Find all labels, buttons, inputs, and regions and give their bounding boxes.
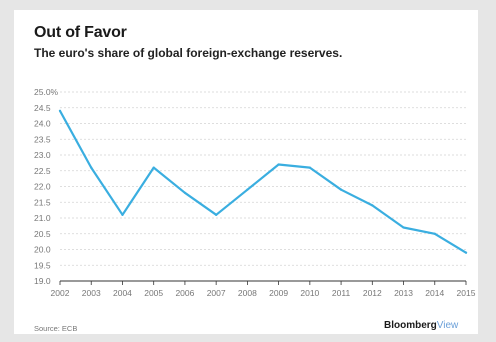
y-tick-label: 25.0% <box>34 87 59 97</box>
x-tick-label: 2015 <box>457 288 476 298</box>
data-point <box>277 163 280 166</box>
x-tick-label: 2006 <box>175 288 194 298</box>
y-tick-label: 24.0 <box>34 119 51 129</box>
data-point <box>402 226 405 229</box>
x-tick-label: 2007 <box>207 288 226 298</box>
y-tick-label: 23.0 <box>34 150 51 160</box>
brand-part1: Bloomberg <box>384 320 437 331</box>
y-tick-label: 21.0 <box>34 213 51 223</box>
x-tick-label: 2002 <box>51 288 70 298</box>
data-point <box>58 109 62 112</box>
data-point <box>152 166 155 169</box>
line-chart: 19.0 19.5 20.0 20.5 21.0 21.5 22.0 22.5 23.0 23.5… <box>34 87 476 298</box>
y-tick-label: 19.0 <box>34 276 51 286</box>
x-tick-label: 2004 <box>113 288 132 298</box>
x-tick-label: 2009 <box>269 288 288 298</box>
y-tick-label: 22.5 <box>34 166 51 176</box>
y-tick-label: 19.5 <box>34 260 51 270</box>
x-tick-label: 2010 <box>300 288 319 298</box>
y-tick-label: 21.5 <box>34 197 51 207</box>
source-note: Source: ECB <box>34 324 78 333</box>
chart-card: Out of Favor The euro's share of global … <box>14 10 478 334</box>
chart-title: Out of Favor <box>34 24 127 41</box>
x-tick-label: 2014 <box>425 288 444 298</box>
data-point <box>246 188 249 191</box>
y-tick-label: 20.5 <box>34 229 51 239</box>
data-point <box>371 204 374 207</box>
x-tick-label: 2011 <box>332 288 351 298</box>
data-point <box>121 213 124 216</box>
chart-subtitle: The euro's share of global foreign-excha… <box>34 46 343 60</box>
series-line <box>58 109 468 254</box>
data-point <box>215 213 218 216</box>
y-tick-label: 24.5 <box>34 103 51 113</box>
data-point <box>90 166 93 169</box>
data-point <box>433 232 436 235</box>
data-point <box>308 166 311 169</box>
data-point <box>464 251 468 254</box>
y-tick-label: 22.0 <box>34 182 51 192</box>
y-tick-label: 20.0 <box>34 245 51 255</box>
data-point <box>339 188 343 191</box>
x-tick-label: 2013 <box>394 288 413 298</box>
x-tick-label: 2012 <box>363 288 382 298</box>
bloomberg-view-logo: BloombergView <box>384 320 458 331</box>
brand-part2: View <box>436 320 459 331</box>
x-tick-label: 2003 <box>82 288 101 298</box>
data-point <box>183 191 187 194</box>
y-tick-label: 23.5 <box>34 134 51 144</box>
x-tick-label: 2005 <box>144 288 163 298</box>
x-tick-label: 2008 <box>238 288 257 298</box>
